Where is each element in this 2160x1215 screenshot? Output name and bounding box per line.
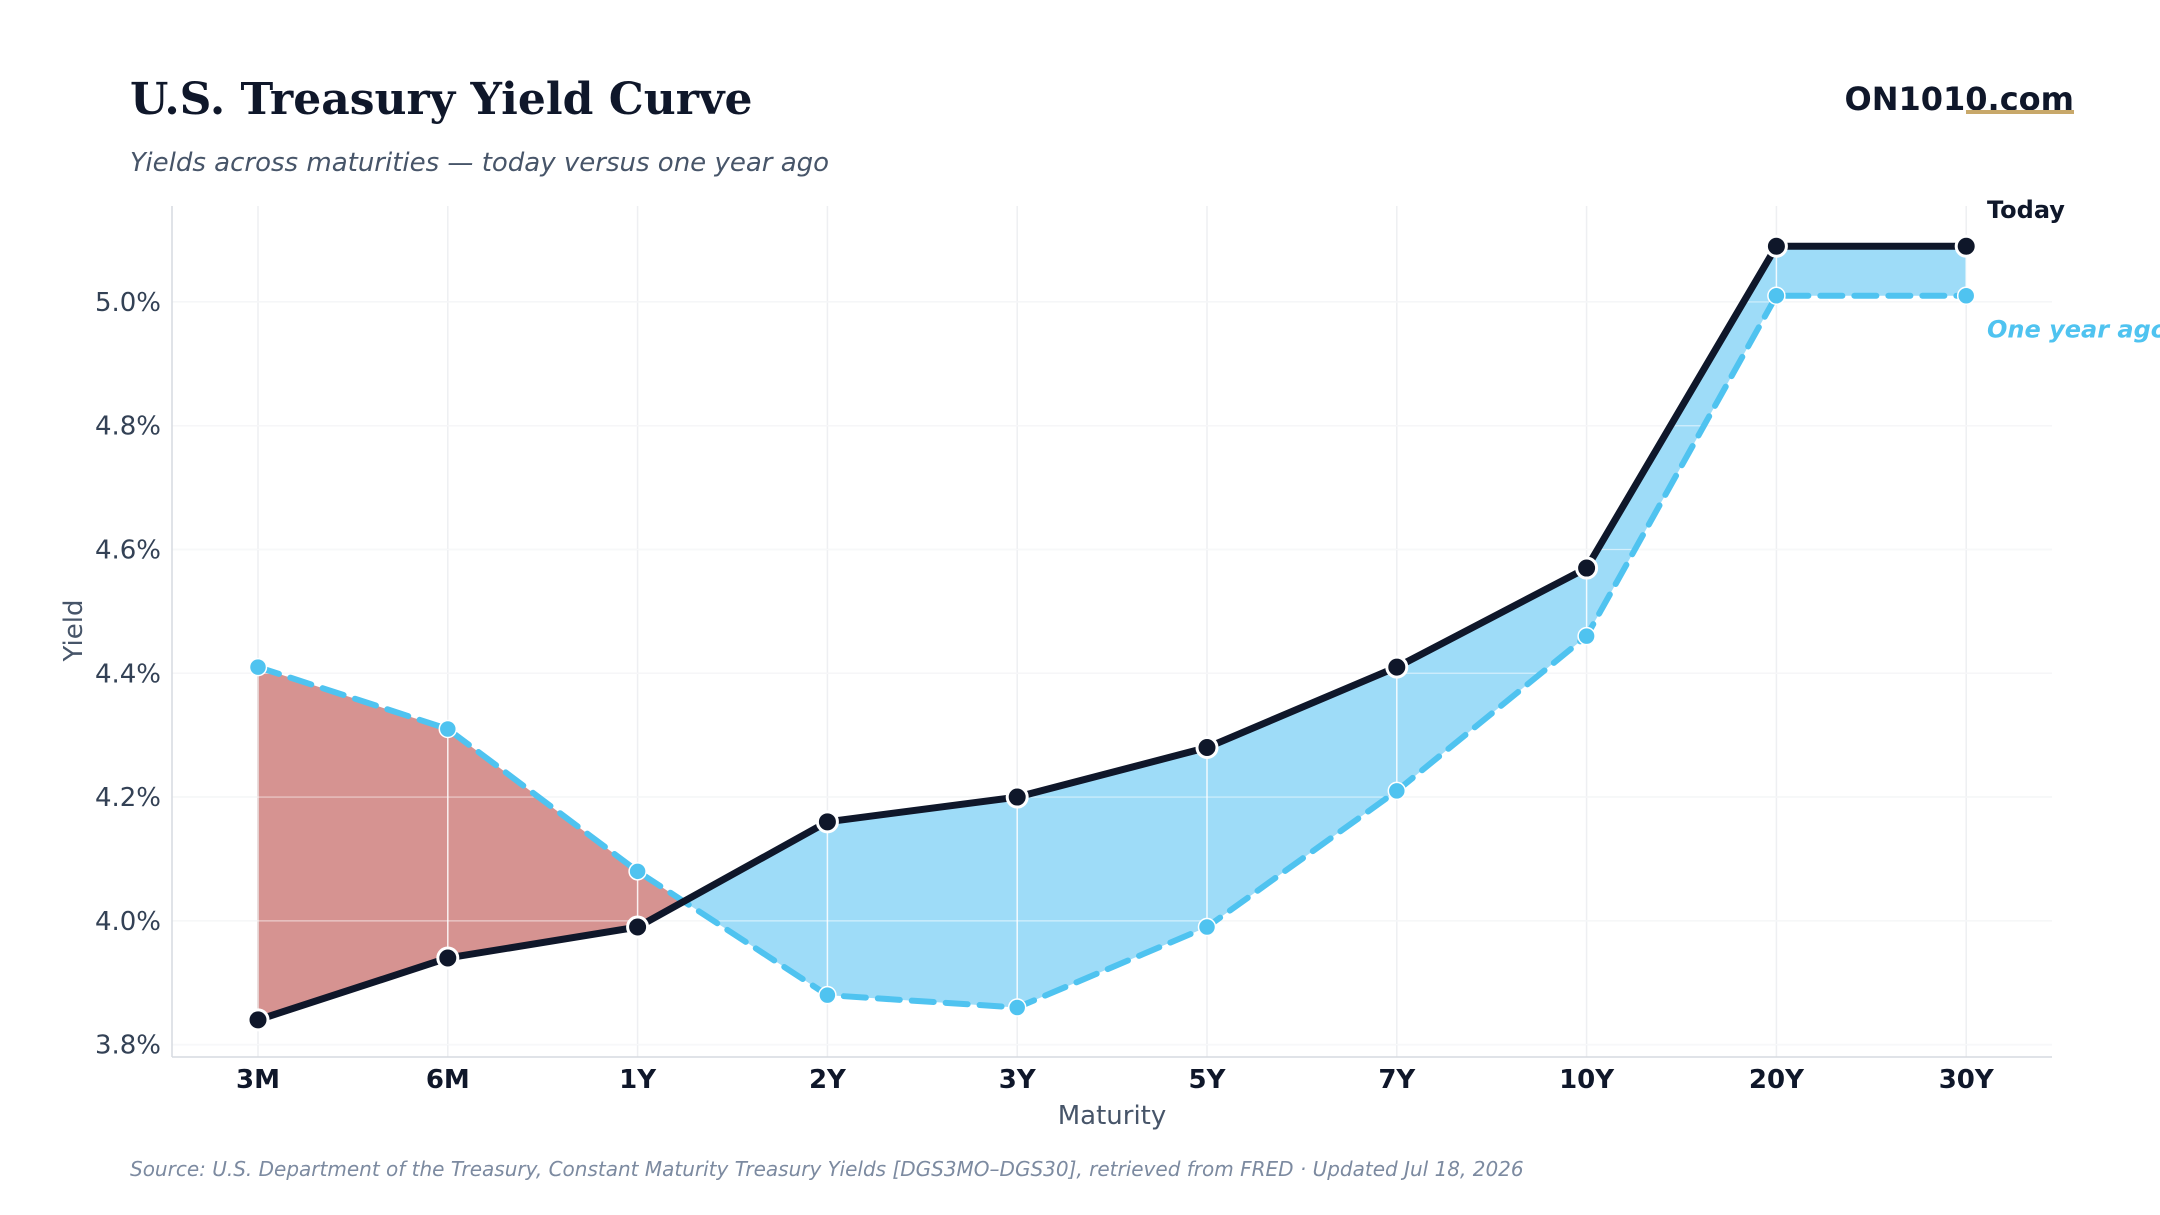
data-point-one-year-ago [1197,917,1217,937]
data-point-today [1954,234,1978,258]
data-point-today [1575,556,1599,580]
x-tick-label: 3Y [999,1065,1037,1095]
spread-fill [258,667,448,1020]
spread-fill [1396,568,1587,791]
spread-fill [827,797,1018,1008]
y-tick-label: 4.4% [95,659,161,689]
x-tick-label: 10Y [1559,1065,1615,1095]
x-tick-label: 20Y [1749,1065,1805,1095]
data-point-one-year-ago [1767,286,1786,305]
series-label-layer: Today One year ago [1987,196,2160,344]
x-tick-label: 5Y [1189,1065,1227,1095]
x-tick-label: 30Y [1939,1065,1995,1095]
data-point-today [815,810,839,834]
data-point-today [1195,736,1219,760]
x-tick-label: 3M [236,1065,280,1095]
spread-fill [1586,246,1777,637]
series-line-layer [254,242,1970,1024]
spread-fill-layer [257,246,1967,1020]
x-tick-label: 2Y [809,1065,847,1095]
series-point-layer [246,234,1978,1032]
y-tick-label: 3.8% [95,1031,161,1061]
spread-fill [1017,747,1207,1008]
data-point-one-year-ago [1007,998,1027,1017]
data-point-today [626,915,650,939]
x-axis-title: Maturity [1058,1101,1167,1131]
x-tick-label: 7Y [1378,1065,1416,1095]
series-line-one-year-ago [255,292,1970,1011]
axis-layer: 3.8% 4.0% 4.2% 4.4% 4.6% 4.8% 5.0% 3M 6M 1Y 2Y 3Y 5Y… [59,206,2052,1131]
y-tick-label: 5.0% [95,288,161,318]
spread-fill [637,871,684,928]
chart-subtitle: Yields across maturities — today versus … [130,148,830,178]
data-point-one-year-ago [1387,781,1407,801]
y-tick-label: 4.6% [95,535,161,565]
data-point-one-year-ago [628,862,647,881]
y-axis-title: Yield [59,600,89,663]
data-point-one-year-ago [438,719,458,739]
brand-underline [1966,110,2074,114]
source-note: Source: U.S. Department of the Treasury,… [130,1157,1524,1181]
x-tick-label: 1Y [619,1065,657,1095]
data-point-today [1764,234,1788,258]
data-point-today [1385,655,1409,679]
maturity-guide-layer [172,246,2052,1046]
data-point-one-year-ago [1956,286,1976,305]
data-point-today [1005,785,1029,809]
data-point-one-year-ago [818,985,837,1005]
x-tick-label: 6M [426,1065,470,1095]
spread-fill [1776,246,1967,296]
data-point-one-year-ago [1577,626,1596,646]
spread-fill [447,728,638,958]
y-tick-label: 4.0% [95,907,161,937]
series-line-today [254,242,1970,1024]
data-point-today [436,946,460,970]
data-point-today [246,1008,270,1032]
y-tick-label: 4.8% [95,412,161,442]
data-point-one-year-ago [248,657,268,677]
y-tick-label: 4.2% [95,783,161,813]
chart-title: U.S. Treasury Yield Curve [130,74,753,125]
series-label-one-year-ago: One year ago [1987,316,2160,344]
spread-fill [683,821,828,996]
series-label-today: Today [1987,196,2065,224]
